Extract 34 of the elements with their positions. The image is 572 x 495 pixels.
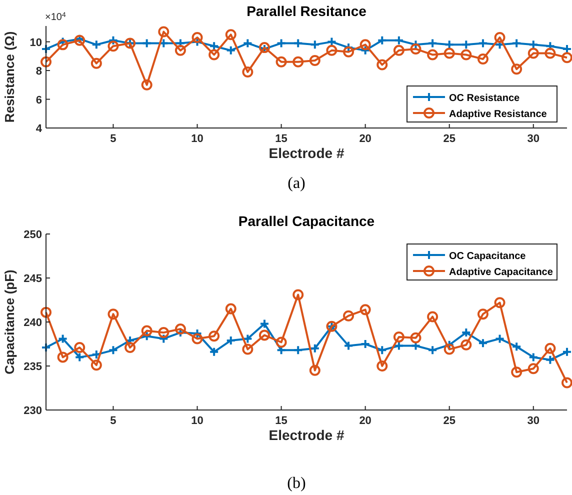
x-tick-label: 10: [191, 415, 204, 427]
y-tick-label: 8: [36, 66, 42, 78]
x-tick-label: 20: [359, 415, 372, 427]
x-tick-label: 15: [275, 133, 288, 145]
text: (a): [288, 175, 306, 192]
text: ×10$^{4}$: [45, 12, 66, 23]
x-tick-label: 5: [110, 415, 116, 427]
legend-label: Adaptive Capacitance: [449, 267, 554, 278]
chart-title: Parallel Capacitance: [238, 213, 375, 229]
x-tick-label: 15: [275, 415, 288, 427]
x-axis-title: Electrode #: [268, 427, 344, 443]
y-tick-label: 240: [24, 317, 42, 329]
x-tick-label: 5: [110, 133, 116, 145]
legend-label: OC Resistance: [449, 93, 520, 104]
y-tick-label: 10: [30, 36, 42, 49]
x-axis-title: Electrode #: [268, 145, 344, 161]
x-tick-label: 30: [527, 133, 540, 145]
y-tick-label: 230: [24, 405, 42, 417]
x-tick-label: 10: [191, 133, 204, 145]
legend-label: Adaptive Resistance: [449, 109, 548, 120]
x-tick-label: 25: [443, 133, 456, 145]
y-tick-label: 250: [24, 229, 42, 241]
y-tick-label: 235: [24, 361, 42, 373]
y-axis-title: Capacitance (pF): [2, 270, 17, 374]
text: (b): [287, 475, 306, 492]
y-tick-label: 245: [24, 273, 42, 285]
y-tick-label: 4: [36, 123, 43, 135]
y-tick-label: 6: [36, 94, 42, 106]
y-axis-title: Resistance (Ω): [2, 31, 17, 123]
chart-title: Parallel Resitance: [246, 3, 367, 19]
legend-label: OC Capacitance: [449, 251, 526, 262]
x-tick-label: 20: [359, 133, 372, 145]
x-tick-label: 25: [443, 415, 456, 427]
x-tick-label: 30: [527, 415, 540, 427]
